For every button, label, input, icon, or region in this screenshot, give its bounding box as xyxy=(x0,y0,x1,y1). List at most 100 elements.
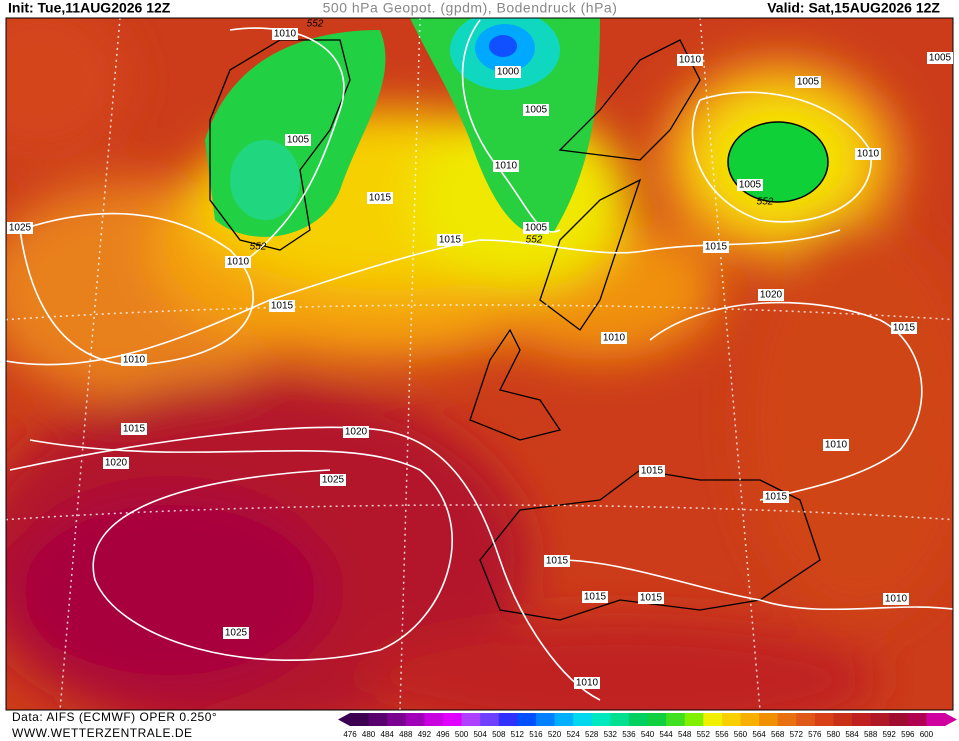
label-box xyxy=(343,426,369,438)
label-box xyxy=(223,627,249,639)
colorbar-label: 584 xyxy=(845,730,859,739)
label-box xyxy=(763,491,789,503)
label-box xyxy=(677,54,703,66)
label-box xyxy=(758,289,784,301)
colorbar-swatch xyxy=(666,713,686,726)
isobar-label: 1020 xyxy=(760,290,783,301)
isobar-label: 1010 xyxy=(495,161,518,172)
colorbar-label: 520 xyxy=(548,730,562,739)
colorbar-swatch xyxy=(535,713,556,726)
label-box xyxy=(495,66,521,78)
colorbar-label: 572 xyxy=(790,730,804,739)
label-box xyxy=(523,104,549,116)
isobar-label: 1015 xyxy=(765,492,788,503)
colorbar-swatch xyxy=(684,713,704,726)
label-box xyxy=(927,52,953,64)
geopotential-label: 552 xyxy=(250,242,267,253)
colorbar-label: 496 xyxy=(436,730,450,739)
isobar-label: 1015 xyxy=(641,466,664,477)
colorbar-label: 600 xyxy=(920,730,934,739)
isobar-label: 1005 xyxy=(525,223,548,234)
isobar-label: 1015 xyxy=(640,593,663,604)
colorbar-swatch xyxy=(777,713,797,726)
colorbar-label: 576 xyxy=(808,730,822,739)
colorbar-swatch xyxy=(517,713,537,726)
colorbar-label: 524 xyxy=(566,730,580,739)
colorbar-label: 508 xyxy=(492,730,506,739)
label-box xyxy=(582,591,608,603)
label-box xyxy=(639,465,665,477)
colorbar-swatch xyxy=(628,713,648,726)
colorbar-end xyxy=(338,713,350,726)
colorbar-label: 556 xyxy=(715,730,729,739)
colorbar-swatch xyxy=(703,713,723,726)
isobar-label: 1025 xyxy=(225,628,248,639)
colorbar-swatch xyxy=(814,713,834,726)
colorbar-swatch xyxy=(740,713,760,726)
isobar-label: 1010 xyxy=(603,333,626,344)
isobar-label: 1010 xyxy=(857,149,880,160)
isobar-label: 1005 xyxy=(525,105,548,116)
colorbar-swatch xyxy=(833,713,853,726)
isobar-label: 1015 xyxy=(271,301,294,312)
isobar-label: 1000 xyxy=(497,67,520,78)
colorbar-label: 580 xyxy=(827,730,841,739)
colorbar-swatch xyxy=(610,713,630,726)
colorbar-label: 512 xyxy=(511,730,525,739)
colorbar-swatch xyxy=(368,713,388,726)
isobar-label: 1005 xyxy=(797,77,820,88)
label-box xyxy=(285,134,311,146)
colorbar-label: 548 xyxy=(678,730,692,739)
label-box xyxy=(493,160,519,172)
colorbar-swatch xyxy=(907,713,927,726)
colorbar-label: 528 xyxy=(585,730,599,739)
colorbar-label: 480 xyxy=(362,730,376,739)
colorbar-end xyxy=(945,713,957,726)
colorbar-swatch xyxy=(796,713,816,726)
colorbar-swatch xyxy=(405,713,425,726)
colorbar-label: 588 xyxy=(864,730,878,739)
isobar-label: 1015 xyxy=(369,193,392,204)
colorbar-label: 536 xyxy=(622,730,636,739)
colorbar-swatch xyxy=(759,713,779,726)
colorbar-swatch xyxy=(387,713,407,726)
isobar-label: 1005 xyxy=(929,53,952,64)
isobar-label: 1010 xyxy=(274,29,297,40)
isobar-label: 1010 xyxy=(227,257,250,268)
isobar-label: 1010 xyxy=(825,440,848,451)
isobar-label: 1015 xyxy=(439,235,462,246)
label-box xyxy=(638,592,664,604)
isobar-label: 1005 xyxy=(287,135,310,146)
isobar-label: 1015 xyxy=(584,592,607,603)
isobar-label: 1015 xyxy=(893,323,916,334)
colorbar-label: 564 xyxy=(752,730,766,739)
colorbar-swatch xyxy=(870,713,890,726)
isobar-label: 1015 xyxy=(546,556,569,567)
colorbar-swatch xyxy=(554,713,574,726)
colorbar-swatch xyxy=(647,713,667,726)
isobar-label: 1015 xyxy=(123,424,146,435)
label-box xyxy=(544,555,570,567)
colorbar-label: 592 xyxy=(883,730,897,739)
label-box xyxy=(225,256,251,268)
isobar-label: 1010 xyxy=(123,355,146,366)
colorbar-swatch xyxy=(498,713,518,726)
colorbar: 476 480 484 488 492 496 500 504 508 512 516 520 524 5… xyxy=(338,713,957,739)
colorbar-swatch xyxy=(573,713,593,726)
colorbar-label: 488 xyxy=(399,730,413,739)
label-box xyxy=(320,474,346,486)
label-box xyxy=(367,192,393,204)
isobar-label: 1005 xyxy=(739,180,762,191)
colorbar-label: 544 xyxy=(659,730,673,739)
colorbar-swatch xyxy=(852,713,872,726)
geopotential-label: 552 xyxy=(526,235,543,246)
colorbar-label: 596 xyxy=(901,730,915,739)
colorbar-label: 540 xyxy=(641,730,655,739)
colorbar-label: 476 xyxy=(343,730,357,739)
colorbar-label: 484 xyxy=(381,730,395,739)
isobar-label: 1025 xyxy=(9,223,32,234)
colorbar-label: 532 xyxy=(604,730,618,739)
label-box xyxy=(7,222,33,234)
